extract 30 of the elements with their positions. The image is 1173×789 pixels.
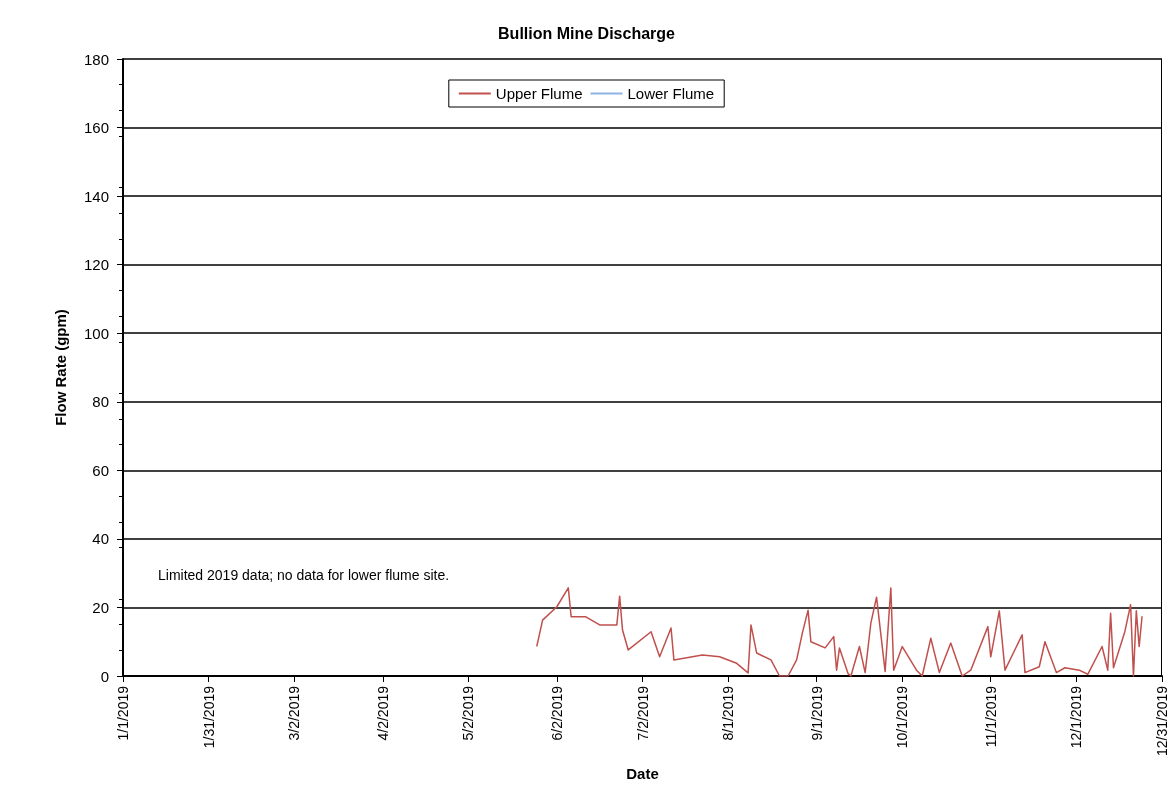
x-tick-label: 12/31/2019 xyxy=(1154,685,1170,757)
x-axis-title: Date xyxy=(626,765,659,782)
legend-label: Lower Flume xyxy=(627,85,715,102)
x-tick-label: 8/1/2019 xyxy=(720,685,737,741)
chart-title: Bullion Mine Discharge xyxy=(498,24,676,42)
y-tick-label: 160 xyxy=(83,119,109,137)
x-tick-label: 4/2/2019 xyxy=(374,685,391,741)
x-tick-label: 1/1/2019 xyxy=(115,685,131,741)
line-series xyxy=(536,587,1143,677)
x-tick-label: 11/1/2019 xyxy=(982,685,999,748)
x-tick-label: 9/1/2019 xyxy=(808,685,825,741)
y-tick-label: 20 xyxy=(92,598,109,616)
y-tick-label: 100 xyxy=(83,324,109,342)
y-tick-label: 80 xyxy=(92,393,109,411)
y-tick-label: 0 xyxy=(100,667,109,685)
y-tick-label: 40 xyxy=(92,530,109,548)
x-tick-label: 1/31/2019 xyxy=(200,685,217,749)
y-axis-title: Flow Rate (gpm) xyxy=(52,309,69,426)
annotation: Limited 2019 data; no data for lower flume site. xyxy=(158,567,450,583)
x-tick-label: 6/2/2019 xyxy=(548,685,565,741)
x-tick-label: 3/2/2019 xyxy=(286,685,303,741)
x-tick-label: 7/2/2019 xyxy=(634,685,651,741)
x-tick-label: 10/1/2019 xyxy=(894,685,911,749)
y-tick-label: 60 xyxy=(92,461,109,479)
y-tick-label: 180 xyxy=(83,50,109,68)
y-tick-label: 140 xyxy=(83,187,109,205)
legend-label: Upper Flume xyxy=(495,85,583,102)
x-tick-label: 5/2/2019 xyxy=(460,685,477,741)
x-tick-label: 12/1/2019 xyxy=(1068,685,1085,749)
y-tick-label: 120 xyxy=(83,256,109,274)
